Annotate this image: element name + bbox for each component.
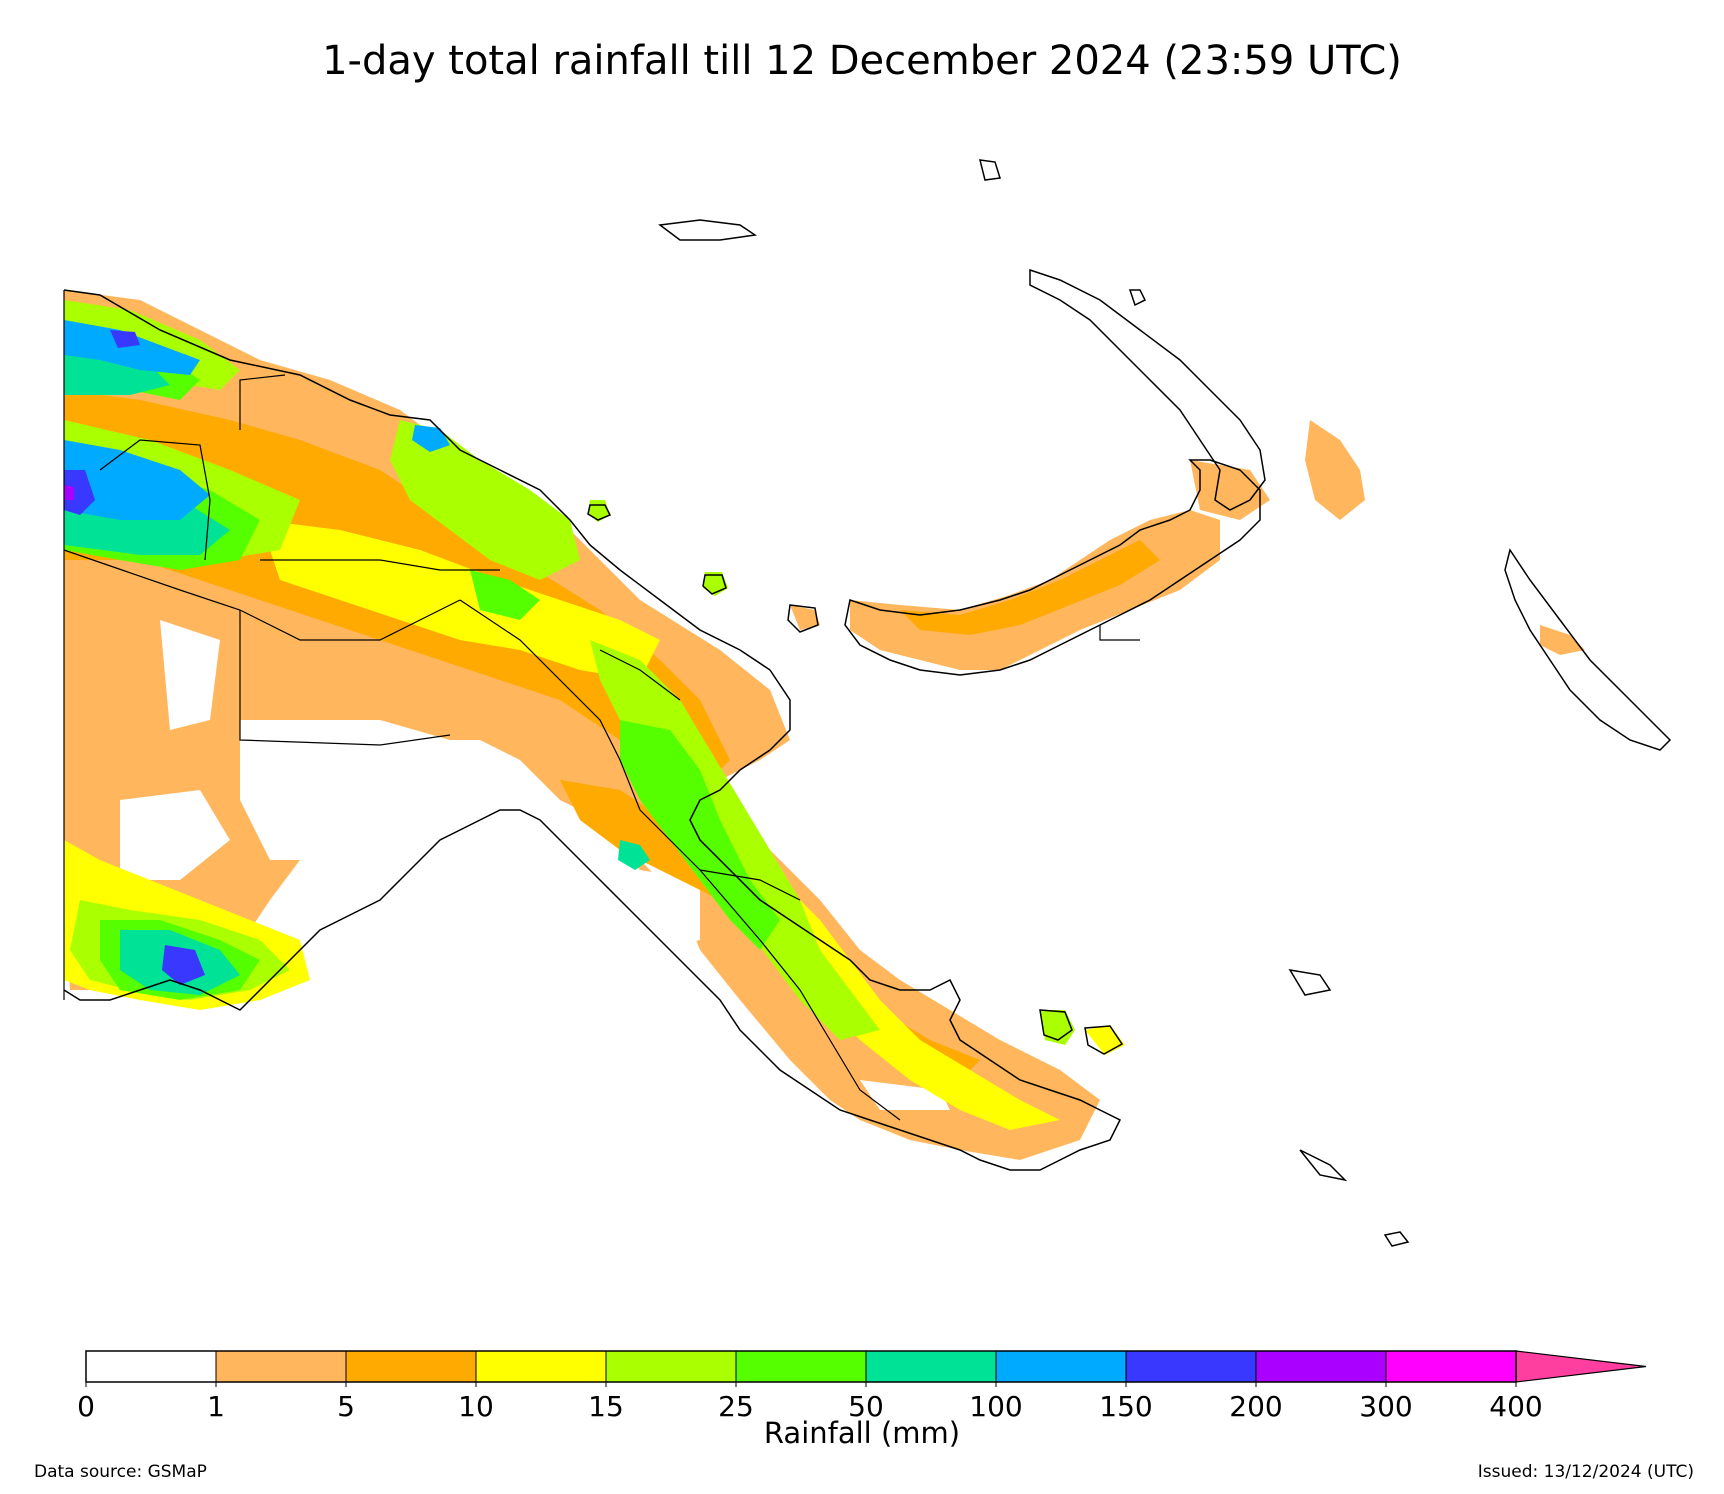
rain-field-teal-central	[618, 840, 650, 870]
province-border-1	[63, 549, 461, 641]
colorbar-cell	[995, 1350, 1127, 1383]
rain-field-dry-1	[240, 720, 450, 860]
colorbar-tick-label: 25	[718, 1390, 754, 1423]
colorbar-tick-label: 150	[1099, 1390, 1152, 1423]
island-coast-2	[702, 574, 727, 595]
island-coast-4	[979, 159, 1001, 181]
colorbar-tick-label: 50	[848, 1390, 884, 1423]
rain-field-indigo-west	[64, 470, 95, 515]
coastlines	[63, 159, 1672, 1247]
rain-field-new-britain-east	[1190, 460, 1270, 520]
island-coast-3	[787, 604, 819, 633]
colorbar-cell	[1125, 1350, 1257, 1383]
rain-field-dry-5	[860, 1080, 950, 1110]
rain-field-indigo-nw	[110, 330, 140, 348]
colorbar-extend-triangle	[1515, 1350, 1647, 1383]
rain-field-new-ireland	[1305, 420, 1365, 520]
province-boundaries	[63, 290, 1140, 1121]
rain-field-manus	[790, 605, 820, 630]
rainfall-map	[63, 159, 1672, 1247]
island-coast-5	[1288, 968, 1332, 996]
rain-field-blue-coast	[412, 425, 450, 452]
rain-field-bougainville	[1540, 625, 1585, 655]
province-border-7	[599, 649, 681, 701]
rain-field-lightgreen-coast	[390, 420, 580, 580]
colorbar-cell	[865, 1350, 997, 1383]
province-border-8	[260, 559, 500, 571]
rain-field-dry-3	[640, 870, 700, 950]
province-border-5	[459, 599, 641, 811]
island-coast-10	[1128, 289, 1147, 307]
colorbar-frame	[85, 1350, 1517, 1383]
province-border-3	[99, 439, 211, 561]
colorbar-cell	[1385, 1350, 1517, 1383]
province-border-4	[239, 374, 286, 430]
bougainville-coast	[1504, 548, 1672, 751]
colorbar-tick-label: 15	[588, 1390, 624, 1423]
new-britain-coast	[844, 459, 1261, 676]
colorbar-tick-label: 200	[1229, 1390, 1282, 1423]
rain-field-green-coast	[470, 570, 540, 620]
colorbar-cell	[1255, 1350, 1387, 1383]
rain-field-blue-nw	[64, 320, 200, 375]
issued-label: Issued: 13/12/2024 (UTC)	[1477, 1462, 1694, 1482]
colorbar-cell	[605, 1350, 737, 1383]
rain-field-new-britain-moderate	[900, 540, 1160, 635]
colorbar-tick-label: 1	[207, 1390, 225, 1423]
rain-field-teal-nw	[64, 350, 170, 395]
map-title: 1-day total rainfall till 12 December 20…	[322, 38, 1402, 84]
colorbar-tick-label: 0	[77, 1390, 95, 1423]
colorbar-cell	[735, 1350, 867, 1383]
rain-field-indigo-sw	[162, 945, 205, 985]
rain-field-dry-2	[120, 790, 230, 880]
island-coast-8	[1299, 1149, 1348, 1182]
colorbar-tick-label: 5	[337, 1390, 355, 1423]
colorbar-cell	[85, 1350, 217, 1383]
manus-coast	[658, 219, 758, 241]
colorbar-tick-label: 400	[1489, 1390, 1542, 1423]
colorbar-tick-label: 10	[458, 1390, 494, 1423]
colorbar-cell	[345, 1350, 477, 1383]
colorbar-tick-label: 100	[969, 1390, 1022, 1423]
province-border-10	[1099, 625, 1140, 641]
colorbar-cell	[215, 1350, 347, 1383]
mainland-coast	[63, 289, 1122, 1171]
island-coast-6	[1039, 1009, 1073, 1041]
province-border-9	[699, 869, 801, 901]
new-ireland-coast	[1029, 268, 1266, 511]
island-coast-1	[587, 504, 612, 521]
rain-field-dry-4	[160, 620, 220, 730]
island-coast-9	[1383, 1231, 1410, 1247]
rain-field-purple-west	[64, 485, 74, 500]
colorbar-cell	[475, 1350, 607, 1383]
island-coast-7	[1084, 1025, 1124, 1055]
data-source-label: Data source: GSMaP	[34, 1462, 207, 1482]
colorbar-tick-label: 300	[1359, 1390, 1412, 1423]
colorbar-unit-label: Rainfall (mm)	[763, 1416, 961, 1450]
rain-field-blue-west	[64, 440, 210, 520]
province-border-2	[239, 610, 451, 746]
rain-field-green-east	[620, 720, 780, 950]
